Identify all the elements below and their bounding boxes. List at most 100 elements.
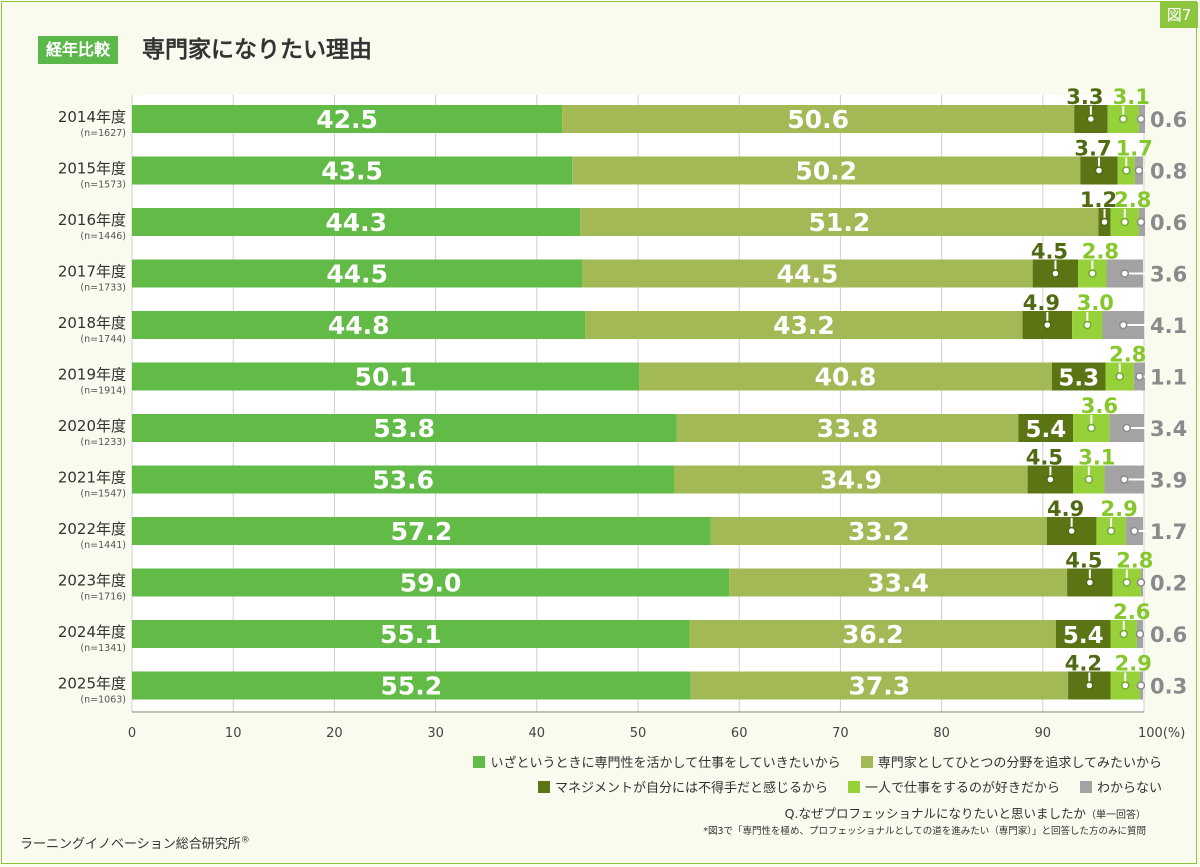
bar-segment-r0-s0 <box>132 105 563 133</box>
data-label-r5-s3: 2.8 <box>1109 343 1146 367</box>
data-label-r7-s1: 34.9 <box>820 466 882 495</box>
category-label-8: 2022年度 <box>58 520 126 538</box>
leader-dot-r8-s2 <box>1067 526 1076 536</box>
sample-size-label-10: (n=1341) <box>80 643 126 654</box>
x-tick-label-2: 20 <box>326 726 343 741</box>
legend-label-2: マネジメントが自分には不得手だと感じるから <box>554 781 828 796</box>
leader-dot-r1-s2 <box>1094 166 1104 175</box>
category-label-2: 2016年度 <box>58 211 126 229</box>
leader-dot-r7-s4 <box>1120 475 1129 484</box>
footnote: *図3で「専門性を極め、プロフェッショナルとしての道を進みたい（専門家）」と回答… <box>703 826 1146 837</box>
data-label-r4-s3: 3.0 <box>1077 291 1114 315</box>
bar-segment-r4-s0 <box>132 311 586 339</box>
leader-dot-r2-s3 <box>1120 217 1130 227</box>
data-label-r11-s4: 0.3 <box>1150 675 1187 699</box>
stacked-bar-chart: 0 10 20 30 40 50 60 70 80 90 100(%) 2014年度 (n=1627) 4… <box>58 85 1187 741</box>
bar-segment-r5-s2 <box>1051 362 1106 391</box>
data-label-r3-s2: 4.5 <box>1031 240 1068 264</box>
data-label-r2-s1: 51.2 <box>809 208 871 237</box>
data-label-r4-s0: 44.8 <box>328 311 390 340</box>
question-text: Q.なぜプロフェッショナルになりたいと思いましたか <box>784 806 1086 821</box>
credit-text: ラーニングイノベーション総合研究所 <box>20 837 241 852</box>
data-label-r8-s0: 57.2 <box>391 517 453 546</box>
bar-segment-r9-s1 <box>729 568 1068 597</box>
data-label-r2-s3: 2.8 <box>1114 188 1151 212</box>
data-label-r3-s3: 2.8 <box>1082 240 1119 264</box>
category-label-7: 2021年度 <box>58 469 126 487</box>
sample-size-label-5: (n=1914) <box>80 386 126 397</box>
data-label-r10-s0: 55.1 <box>380 620 442 649</box>
source-credit: ラーニングイノベーション総合研究所® <box>20 833 250 852</box>
bar-segment-r3-s1 <box>582 259 1033 288</box>
data-label-r2-s2: 1.2 <box>1080 188 1117 212</box>
x-tick-label-4: 40 <box>529 726 546 741</box>
leader-dot-r3-s2 <box>1051 269 1060 278</box>
bar-segment-r7-s1 <box>674 465 1028 494</box>
leader-dot-r1-s3 <box>1122 166 1131 175</box>
data-label-r4-s1: 43.2 <box>773 311 835 340</box>
data-label-r4-s4: 4.1 <box>1150 314 1187 338</box>
bar-segment-r2-s0 <box>132 208 581 236</box>
legend-item-1: 専門家としてひとつの分野を追求してみたいから <box>860 752 1162 771</box>
sample-size-label-6: (n=1233) <box>80 437 126 448</box>
bar-segment-r11-s1 <box>690 671 1069 700</box>
data-label-r8-s2: 4.9 <box>1047 497 1084 521</box>
category-label-11: 2025年度 <box>58 675 126 693</box>
data-label-r0-s2: 3.3 <box>1066 85 1103 109</box>
data-label-r7-s0: 53.6 <box>372 466 434 495</box>
sample-size-label-7: (n=1547) <box>80 489 126 500</box>
data-label-r10-s3: 2.6 <box>1113 600 1150 624</box>
data-label-r11-s0: 55.2 <box>380 672 442 701</box>
data-label-r8-s1: 33.2 <box>848 517 910 546</box>
data-label-r9-s1: 33.4 <box>867 569 929 598</box>
data-label-r2-s4: 0.6 <box>1150 211 1187 235</box>
legend-label-3: 一人で仕事をするのが好きだから <box>864 781 1060 796</box>
sample-size-label-3: (n=1733) <box>80 283 126 294</box>
data-label-r6-s1: 33.8 <box>817 414 879 443</box>
x-tick-label-1: 10 <box>225 726 242 741</box>
x-tick-label-0: 0 <box>128 726 136 741</box>
leader-dot-r10-s3 <box>1119 629 1129 639</box>
leader-dot-r1-s4 <box>1134 166 1144 175</box>
data-label-r5-s0: 50.1 <box>355 363 417 392</box>
sample-size-label-2: (n=1446) <box>80 231 126 242</box>
sample-size-label-1: (n=1573) <box>80 180 126 191</box>
leader-dot-r4-s2 <box>1043 320 1052 330</box>
bar-segment-r0-s1 <box>562 105 1075 133</box>
leader-dot-r3-s3 <box>1088 269 1097 278</box>
x-tick-label-5: 50 <box>630 726 647 741</box>
bar-segment-r6-s1 <box>676 414 1019 442</box>
data-label-r0-s3: 3.1 <box>1113 85 1150 109</box>
legend-row-1: いざというときに専門性を活かして仕事をしていきたいから 専門家としてひとつの分野… <box>402 752 1162 771</box>
bar-segment-r10-s0 <box>132 620 690 648</box>
legend-swatch-1 <box>860 755 873 768</box>
leader-dot-r4-s3 <box>1083 320 1092 330</box>
data-label-r3-s1: 44.5 <box>777 260 839 289</box>
data-label-r6-s0: 53.8 <box>373 414 435 443</box>
bar-segment-r1-s1 <box>572 156 1081 185</box>
leader-dot-r9-s4 <box>1136 578 1146 587</box>
data-label-r5-s1: 40.8 <box>815 363 877 392</box>
data-label-r7-s4: 3.9 <box>1150 469 1187 493</box>
legend-item-4: わからない <box>1079 777 1162 796</box>
bar-segment-r8-s1 <box>710 517 1047 545</box>
data-label-r11-s3: 2.9 <box>1115 652 1152 676</box>
data-label-r5-s4: 1.1 <box>1150 366 1187 390</box>
leader-dot-r9-s3 <box>1122 578 1132 587</box>
legend-label-4: わからない <box>1096 781 1162 796</box>
survey-question: Q.なぜプロフェッショナルになりたいと思いましたか（単一回答） <box>785 803 1146 822</box>
x-tick-label-10: 100(%) <box>1138 726 1185 741</box>
bar-segment-r5-s0 <box>132 362 640 391</box>
legend-label-0: いざというときに専門性を活かして仕事をしていきたいから <box>490 756 841 771</box>
leader-dot-r3-s4 <box>1120 269 1130 278</box>
bar-segment-r9-s0 <box>132 568 730 597</box>
sample-size-label-4: (n=1744) <box>80 334 126 345</box>
category-label-0: 2014年度 <box>58 108 126 126</box>
bar-segment-r6-s0 <box>132 414 677 442</box>
data-label-r10-s1: 36.2 <box>842 620 904 649</box>
legend-item-3: 一人で仕事をするのが好きだから <box>847 777 1060 796</box>
category-label-1: 2015年度 <box>58 160 126 178</box>
data-label-r3-s4: 3.6 <box>1150 263 1187 287</box>
legend-item-2: マネジメントが自分には不得手だと感じるから <box>537 777 828 796</box>
data-label-r5-s2: 5.3 <box>1058 366 1099 392</box>
